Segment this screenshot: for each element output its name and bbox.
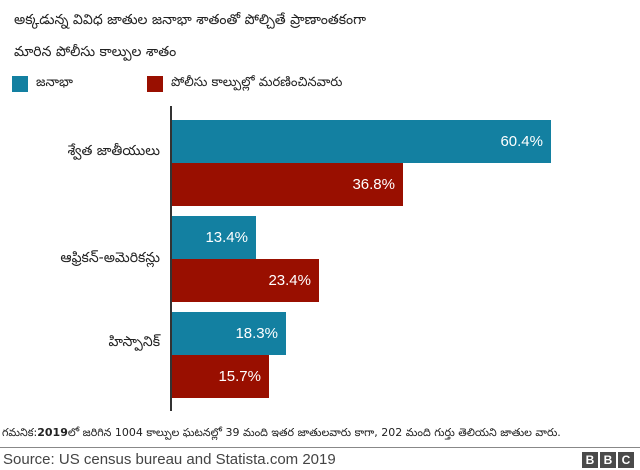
bar-value: 13.4%	[205, 229, 248, 246]
bar-hispanic-population: 18.3%	[172, 312, 286, 355]
source-text: Source: US census bureau and Statista.co…	[3, 451, 336, 468]
bar-white-population: 60.4%	[172, 120, 551, 163]
legend-item-police-killed: పోలీసు కాల్పుల్లో మరణించినవారు	[147, 75, 343, 92]
legend-swatch-population	[12, 76, 28, 92]
footnote-text: లో జరిగిన 1004 కాల్పుల ఘటనల్లో 39 మంది ఇ…	[67, 426, 561, 439]
legend-item-population: జనాభా	[12, 75, 73, 92]
footnote-prefix: గమనిక:	[2, 426, 38, 439]
chart-title-line-2: మారిన పోలీసు కాల్పుల శాతం	[14, 44, 177, 60]
footnote: గమనిక:2019లో జరిగిన 1004 కాల్పుల ఘటనల్లో…	[2, 426, 561, 442]
category-label-african-american: ఆఫ్రికన్-అమెరికన్లు	[60, 250, 160, 266]
footnote-year: 2019	[37, 426, 68, 439]
category-label-hispanic: హిస్పానిక్	[108, 334, 160, 350]
bar-african-american-police: 23.4%	[172, 259, 319, 302]
legend-swatch-police-killed	[147, 76, 163, 92]
category-label-white: శ్వేత జాతీయులు	[67, 143, 160, 159]
bar-african-american-population: 13.4%	[172, 216, 256, 259]
bar-value: 36.8%	[352, 176, 395, 193]
bar-value: 15.7%	[218, 368, 261, 385]
footer-divider	[0, 447, 640, 448]
bbc-logo-letter: B	[600, 452, 616, 468]
bar-value: 18.3%	[235, 325, 278, 342]
bar-value: 60.4%	[500, 133, 543, 150]
bbc-logo-letter: C	[618, 452, 634, 468]
legend-label-police-killed: పోలీసు కాల్పుల్లో మరణించినవారు	[171, 75, 343, 90]
bbc-logo-letter: B	[582, 452, 598, 468]
bar-white-police: 36.8%	[172, 163, 403, 206]
y-axis-line	[170, 106, 172, 411]
legend-label-population: జనాభా	[36, 75, 73, 90]
bar-value: 23.4%	[268, 272, 311, 289]
bbc-logo: B B C	[582, 452, 634, 468]
bar-hispanic-police: 15.7%	[172, 355, 269, 398]
chart-title-line-1: అక్కడున్న వివిధ జాతుల జనాభా శాతంతో పోల్చ…	[14, 12, 367, 28]
